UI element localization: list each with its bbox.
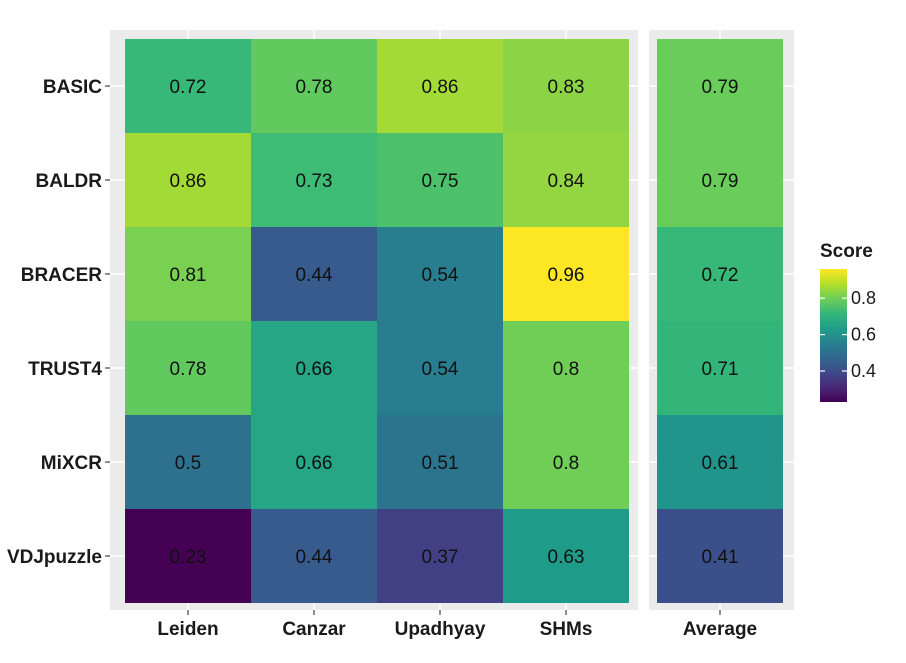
average-cell xyxy=(657,509,783,603)
heatmap-cell xyxy=(251,509,377,603)
column-label: Canzar xyxy=(282,619,346,640)
heatmap-cell xyxy=(125,133,251,227)
row-label: BALDR xyxy=(36,171,103,192)
legend-title: Score xyxy=(820,241,873,262)
cell-value-label: 0.51 xyxy=(422,453,459,474)
legend: Score 0.4 0.6 0.8 xyxy=(820,241,876,402)
heatmap-cell xyxy=(503,509,629,603)
cell-value-label: 0.72 xyxy=(170,77,207,98)
average-cell xyxy=(657,133,783,227)
cell-value-label: 0.54 xyxy=(422,265,459,286)
heatmap-cell xyxy=(377,133,503,227)
cell-value-label: 0.8 xyxy=(553,359,579,380)
heatmap-cell xyxy=(377,39,503,133)
average-cell xyxy=(657,415,783,509)
cell-value-label: 0.73 xyxy=(296,171,333,192)
cell-value-label: 0.63 xyxy=(548,547,585,568)
cell-value-label: 0.37 xyxy=(422,547,459,568)
heatmap-cell xyxy=(503,321,629,415)
column-label: Leiden xyxy=(157,619,218,640)
row-label: MiXCR xyxy=(41,453,103,474)
cell-layer: 0.72 0.78 0.86 0.83 0.79 0.86 0.73 0.75 0.84 0.79… xyxy=(125,39,783,603)
cell-value-label: 0.96 xyxy=(548,265,585,286)
average-cell xyxy=(657,321,783,415)
label-layer: BASIC BALDR BRACER TRUST4 MiXCR VDJpuzzle Leid… xyxy=(7,77,757,640)
average-cell xyxy=(657,227,783,321)
legend-tick-label: 0.4 xyxy=(851,361,876,381)
heatmap-cell xyxy=(503,133,629,227)
heatmap-cell xyxy=(377,321,503,415)
cell-value-label: 0.83 xyxy=(548,77,585,98)
cell-value-label: 0.66 xyxy=(296,359,333,380)
row-label: BASIC xyxy=(43,77,102,98)
heatmap-cell xyxy=(125,509,251,603)
average-value-label: 0.79 xyxy=(702,77,739,98)
heatmap-cell xyxy=(251,321,377,415)
heatmap-cell xyxy=(125,321,251,415)
cell-value-label: 0.78 xyxy=(296,77,333,98)
cell-value-label: 0.8 xyxy=(553,453,579,474)
average-value-label: 0.61 xyxy=(702,453,739,474)
legend-colorbar xyxy=(820,269,847,402)
cell-value-label: 0.84 xyxy=(548,171,585,192)
cell-value-label: 0.86 xyxy=(422,77,459,98)
heatmap-cell xyxy=(377,509,503,603)
cell-value-label: 0.23 xyxy=(170,547,207,568)
heatmap-cell xyxy=(377,227,503,321)
heatmap-cell xyxy=(503,227,629,321)
heatmap-cell xyxy=(503,415,629,509)
cell-value-label: 0.5 xyxy=(175,453,201,474)
cell-value-label: 0.78 xyxy=(170,359,207,380)
legend-tick-label: 0.8 xyxy=(851,288,876,308)
heatmap-cell xyxy=(251,39,377,133)
column-label: Upadhyay xyxy=(395,619,486,640)
cell-value-label: 0.44 xyxy=(296,265,333,286)
average-value-label: 0.72 xyxy=(702,265,739,286)
average-column-label: Average xyxy=(683,619,757,640)
heatmap-cell xyxy=(125,415,251,509)
cell-value-label: 0.75 xyxy=(422,171,459,192)
heatmap-cell xyxy=(251,415,377,509)
row-label: VDJpuzzle xyxy=(7,547,102,568)
average-value-label: 0.79 xyxy=(702,171,739,192)
row-label: BRACER xyxy=(21,265,103,286)
average-value-label: 0.41 xyxy=(702,547,739,568)
average-cell xyxy=(657,39,783,133)
cell-value-label: 0.44 xyxy=(296,547,333,568)
heatmap-cell xyxy=(377,415,503,509)
legend-tick-label: 0.6 xyxy=(851,325,876,345)
column-label: SHMs xyxy=(540,619,593,640)
heatmap-cell xyxy=(125,227,251,321)
cell-value-label: 0.81 xyxy=(170,265,207,286)
heatmap-cell xyxy=(503,39,629,133)
cell-value-label: 0.86 xyxy=(170,171,207,192)
heatmap-cell xyxy=(125,39,251,133)
average-value-label: 0.71 xyxy=(702,359,739,380)
cell-value-label: 0.54 xyxy=(422,359,459,380)
row-label: TRUST4 xyxy=(28,359,102,380)
heatmap-cell xyxy=(251,133,377,227)
cell-value-label: 0.66 xyxy=(296,453,333,474)
heatmap-cell xyxy=(251,227,377,321)
